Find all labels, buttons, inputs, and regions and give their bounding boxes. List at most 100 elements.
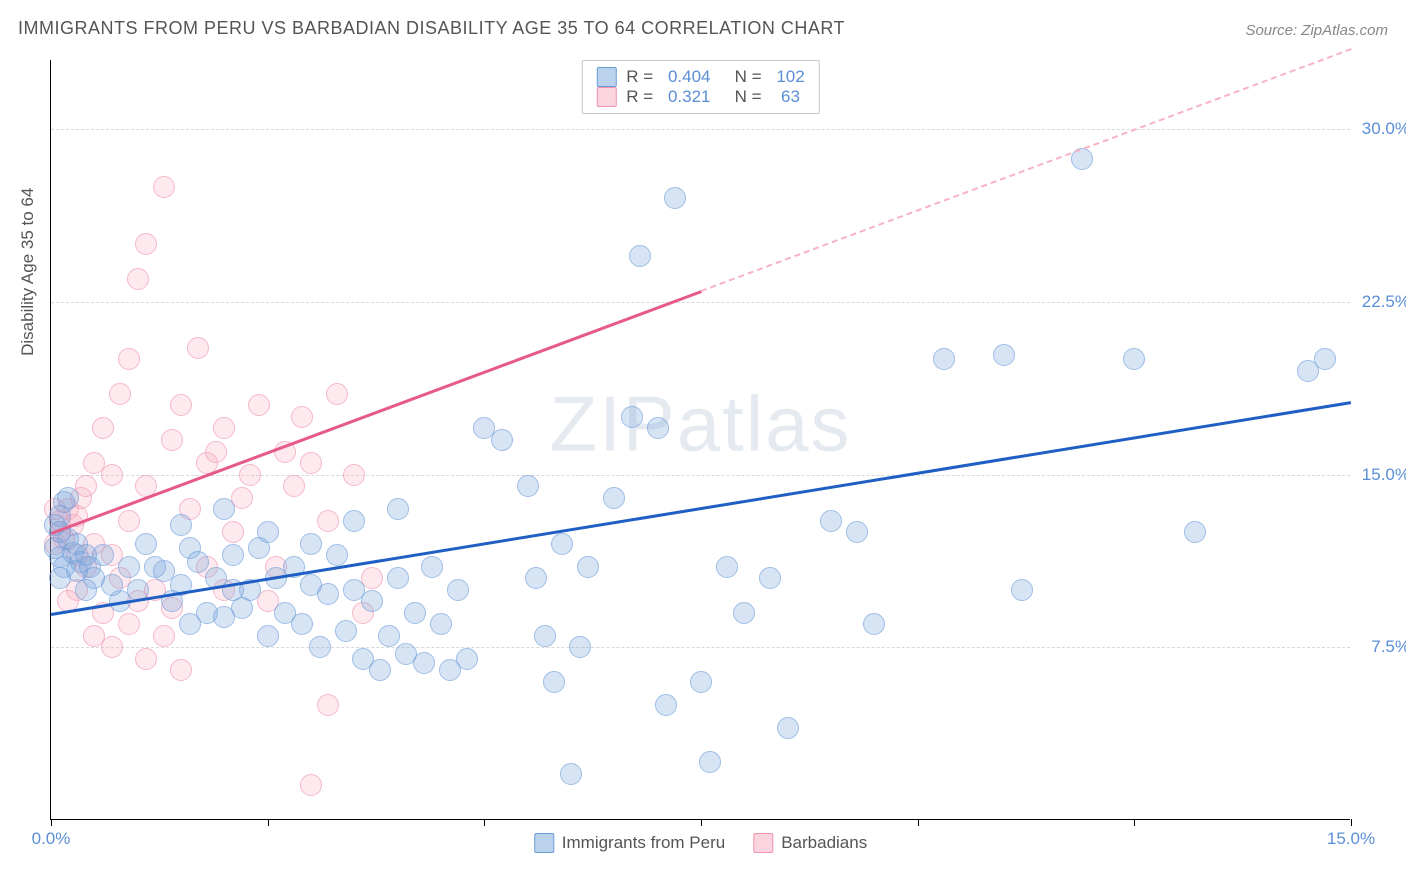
- legend-label: Immigrants from Peru: [562, 833, 725, 853]
- data-point: [404, 602, 426, 624]
- data-point: [846, 521, 868, 543]
- data-point: [75, 579, 97, 601]
- data-point: [690, 671, 712, 693]
- data-point: [213, 498, 235, 520]
- stat-n-label: N =: [721, 87, 762, 107]
- stats-row: R = 0.404 N = 102: [596, 67, 804, 87]
- data-point: [525, 567, 547, 589]
- stat-n-value: 63: [772, 87, 800, 107]
- data-point: [291, 613, 313, 635]
- data-point: [118, 556, 140, 578]
- data-point: [820, 510, 842, 532]
- data-point: [933, 348, 955, 370]
- data-point: [387, 567, 409, 589]
- y-tick-label: 15.0%: [1362, 465, 1406, 485]
- data-point: [326, 544, 348, 566]
- data-point: [1184, 521, 1206, 543]
- data-point: [317, 694, 339, 716]
- data-point: [699, 751, 721, 773]
- bottom-legend: Immigrants from Peru Barbadians: [534, 833, 867, 853]
- data-point: [257, 521, 279, 543]
- stats-row: R = 0.321 N = 63: [596, 87, 804, 107]
- stats-legend-box: R = 0.404 N = 102R = 0.321 N = 63: [581, 60, 819, 114]
- data-point: [170, 394, 192, 416]
- legend-item: Barbadians: [753, 833, 867, 853]
- data-point: [135, 648, 157, 670]
- data-point: [317, 583, 339, 605]
- data-point: [239, 464, 261, 486]
- data-point: [335, 620, 357, 642]
- data-point: [161, 429, 183, 451]
- stat-r-value: 0.321: [663, 87, 710, 107]
- data-point: [187, 337, 209, 359]
- data-point: [248, 394, 270, 416]
- data-point: [49, 567, 71, 589]
- data-point: [629, 245, 651, 267]
- data-point: [551, 533, 573, 555]
- data-point: [491, 429, 513, 451]
- data-point: [83, 452, 105, 474]
- data-point: [664, 187, 686, 209]
- data-point: [1314, 348, 1336, 370]
- data-point: [759, 567, 781, 589]
- data-point: [343, 464, 365, 486]
- data-point: [655, 694, 677, 716]
- data-point: [153, 625, 175, 647]
- data-point: [369, 659, 391, 681]
- data-point: [378, 625, 400, 647]
- data-point: [1123, 348, 1145, 370]
- data-point: [127, 268, 149, 290]
- x-tick: [484, 819, 485, 826]
- data-point: [109, 383, 131, 405]
- data-point: [621, 406, 643, 428]
- data-point: [647, 417, 669, 439]
- y-axis-title: Disability Age 35 to 64: [18, 188, 38, 356]
- data-point: [577, 556, 599, 578]
- y-tick-label: 22.5%: [1362, 292, 1406, 312]
- data-point: [44, 537, 66, 559]
- data-point: [716, 556, 738, 578]
- source-attribution: Source: ZipAtlas.com: [1245, 22, 1388, 39]
- data-point: [543, 671, 565, 693]
- data-point: [560, 763, 582, 785]
- x-tick-label: 0.0%: [32, 829, 71, 849]
- data-point: [222, 544, 244, 566]
- chart-title: IMMIGRANTS FROM PERU VS BARBADIAN DISABI…: [18, 18, 845, 39]
- data-point: [101, 574, 123, 596]
- data-point: [361, 590, 383, 612]
- data-point: [777, 717, 799, 739]
- x-tick: [1134, 819, 1135, 826]
- chart-container: IMMIGRANTS FROM PERU VS BARBADIAN DISABI…: [0, 0, 1406, 892]
- legend-swatch: [753, 833, 773, 853]
- x-tick: [701, 819, 702, 826]
- stat-r-label: R =: [626, 87, 653, 107]
- legend-swatch: [534, 833, 554, 853]
- data-point: [343, 510, 365, 532]
- x-tick: [268, 819, 269, 826]
- data-point: [135, 533, 157, 555]
- trend-line: [51, 401, 1351, 615]
- data-point: [517, 475, 539, 497]
- data-point: [733, 602, 755, 624]
- data-point: [300, 533, 322, 555]
- gridline-h: [51, 129, 1350, 130]
- data-point: [387, 498, 409, 520]
- legend-swatch: [596, 67, 616, 87]
- legend-swatch: [596, 87, 616, 107]
- data-point: [326, 383, 348, 405]
- data-point: [205, 441, 227, 463]
- data-point: [317, 510, 339, 532]
- gridline-h: [51, 647, 1350, 648]
- data-point: [309, 636, 331, 658]
- stat-r-label: R =: [626, 67, 653, 87]
- data-point: [257, 625, 279, 647]
- data-point: [1011, 579, 1033, 601]
- data-point: [222, 521, 244, 543]
- stat-r-value: 0.404: [663, 67, 710, 87]
- legend-label: Barbadians: [781, 833, 867, 853]
- data-point: [456, 648, 478, 670]
- data-point: [534, 625, 556, 647]
- data-point: [135, 233, 157, 255]
- data-point: [430, 613, 452, 635]
- watermark: ZIPatlas: [549, 379, 851, 470]
